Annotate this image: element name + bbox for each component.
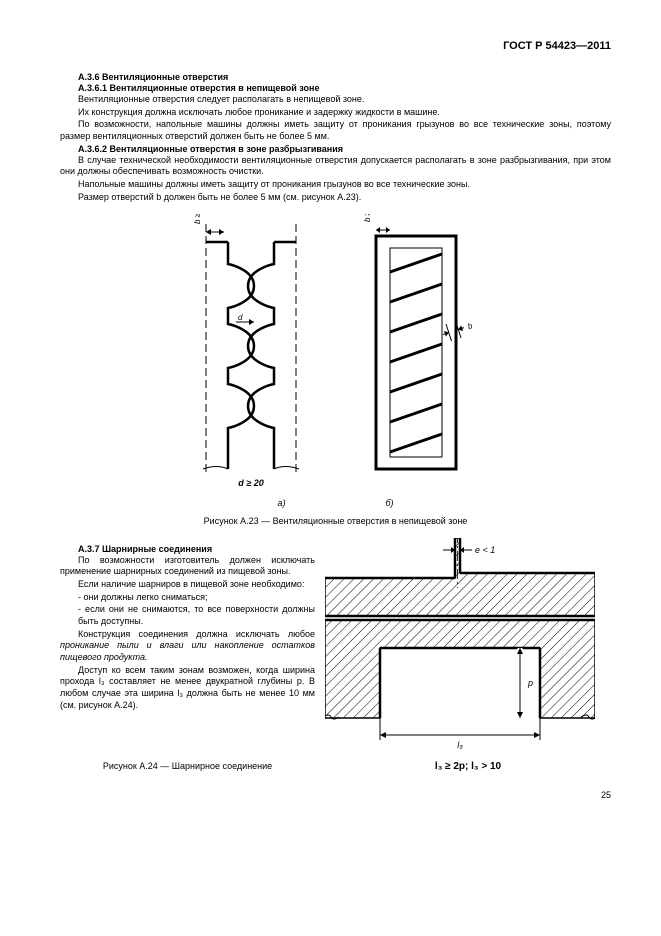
list-item: - если они не снимаются, то все поверхно…: [78, 604, 315, 627]
para: Доступ ко всем таким зонам возможен, ког…: [60, 665, 315, 712]
document-header: ГОСТ Р 54423—2011: [60, 40, 611, 52]
figure-a23-svg: b ≥ d d d ≥ 20: [176, 214, 496, 494]
section-a362-title: А.3.6.2 Вентиляционные отверстия в зоне …: [78, 144, 611, 154]
para: Их конструкция должна исключать любое пр…: [60, 107, 611, 119]
dim-l3: l₃: [457, 740, 463, 750]
para: Размер отверстий b должен быть не более …: [60, 192, 611, 204]
para: По возможности, напольные машины должны …: [60, 119, 611, 142]
figure-a23: b ≥ d d d ≥ 20: [60, 214, 611, 508]
figure-a24-svg: e < 1 p l₃: [325, 538, 595, 753]
figure-a24-caption: Рисунок А.24 — Шарнирное соединение: [60, 761, 315, 771]
dim-b2: b: [466, 321, 474, 331]
figure-a24-condition: l₃ ≥ 2p; l₃ > 10: [325, 761, 611, 772]
dim-e: e < 1: [475, 545, 495, 555]
para: Если наличие шарниров в пищевой зоне нео…: [60, 579, 315, 591]
para: Напольные машины должны иметь защиту от …: [60, 179, 611, 191]
figure-a24: e < 1 p l₃ l₃ ≥ 2p; l₃ > 10: [325, 538, 611, 772]
para: Вентиляционные отверстия следует распола…: [60, 94, 611, 106]
figure-a23-label-a: a): [277, 498, 285, 508]
dim-b-top: b ≥ d: [363, 214, 372, 222]
section-a361-title: А.3.6.1 Вентиляционные отверстия в непищ…: [78, 83, 611, 93]
para: В случае технической необходимости венти…: [60, 155, 611, 178]
para: Конструкция соединения должна исключать …: [60, 629, 315, 664]
figure-a23-caption: Рисунок А.23 — Вентиляционные отверстия …: [60, 516, 611, 526]
section-a37-title: А.3.7 Шарнирные соединения: [78, 544, 315, 554]
dim-d: d: [238, 313, 243, 322]
figure-a23-label-b: б): [385, 498, 393, 508]
label-d20: d ≥ 20: [238, 478, 263, 488]
dim-p: p: [527, 678, 533, 688]
dim-b: b ≥ d: [193, 214, 202, 224]
page-number: 25: [60, 790, 611, 800]
section-a36-title: А.3.6 Вентиляционные отверстия: [78, 72, 611, 82]
para: По возможности изготовитель должен исклю…: [60, 555, 315, 578]
list-item: - они должны легко сниматься;: [78, 592, 315, 604]
